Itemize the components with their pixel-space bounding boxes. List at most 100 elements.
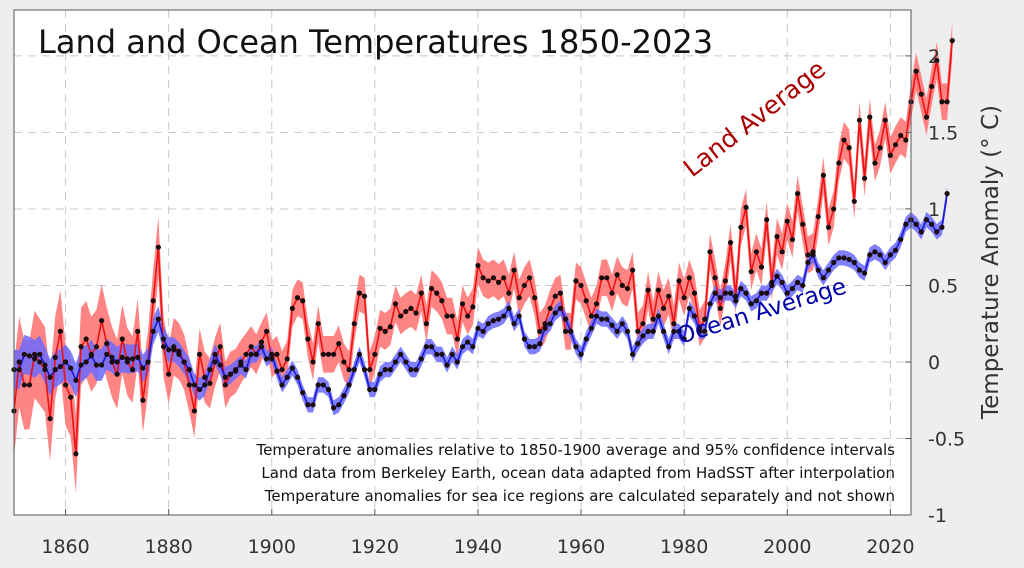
ocean-data-point <box>506 305 512 312</box>
y-tick-label: 0 <box>928 352 940 374</box>
land-data-point <box>753 249 759 255</box>
land-data-point <box>351 321 357 327</box>
land-data-point <box>202 374 208 380</box>
land-data-point <box>748 269 754 275</box>
ocean-data-point <box>212 351 218 357</box>
ocean-data-point <box>609 322 615 328</box>
land-data-point <box>274 351 280 357</box>
land-data-point <box>392 301 399 307</box>
ocean-data-point <box>686 305 692 312</box>
ocean-data-point <box>526 344 533 350</box>
land-data-point <box>831 206 837 212</box>
land-data-point <box>506 290 512 296</box>
ocean-data-point <box>418 356 424 362</box>
ocean-data-point <box>73 377 79 383</box>
land-data-point <box>114 371 120 377</box>
ocean-data-point <box>253 351 259 357</box>
ocean-data-point <box>599 316 605 322</box>
land-data-point <box>949 38 955 44</box>
land-data-point <box>702 316 708 322</box>
ocean-data-point <box>104 351 110 357</box>
ocean-data-point <box>475 325 481 331</box>
land-data-point <box>836 160 842 166</box>
note-line-1: Temperature anomalies relative to 1850-1… <box>256 441 896 459</box>
land-data-point <box>856 117 863 123</box>
ocean-data-point <box>671 328 677 334</box>
ocean-data-point <box>315 382 321 388</box>
land-data-point <box>196 351 203 357</box>
ocean-data-point <box>831 259 837 266</box>
ocean-data-point <box>351 367 357 373</box>
ocean-data-point <box>398 351 404 357</box>
land-data-point <box>21 382 27 388</box>
land-data-point <box>26 382 33 388</box>
ocean-data-point <box>604 316 610 322</box>
ocean-data-point <box>480 328 486 334</box>
land-data-point <box>583 298 589 304</box>
land-data-point <box>944 99 950 105</box>
land-data-point <box>32 351 38 357</box>
ocean-data-point <box>289 365 295 371</box>
ocean-data-point <box>764 290 770 296</box>
ocean-data-point <box>109 354 115 360</box>
ocean-data-point <box>717 295 723 301</box>
ocean-data-point <box>233 367 239 373</box>
ocean-data-point <box>707 301 713 307</box>
x-tick-label: 2000 <box>763 536 811 558</box>
land-data-point <box>490 275 497 281</box>
x-tick-label: 1960 <box>557 536 605 558</box>
land-data-point <box>511 267 517 273</box>
land-data-point <box>470 304 476 310</box>
land-data-point <box>382 328 388 334</box>
land-data-point <box>862 175 868 181</box>
ocean-data-point <box>47 374 53 380</box>
ocean-data-point <box>537 341 543 347</box>
ocean-data-point <box>676 328 682 334</box>
x-tick-label: 1900 <box>248 536 296 558</box>
ocean-data-point <box>367 386 373 393</box>
ocean-data-point <box>68 365 74 371</box>
ocean-data-point <box>356 351 362 357</box>
ocean-data-point <box>160 336 167 342</box>
confidence-bands <box>14 22 953 494</box>
land-data-point <box>913 68 919 74</box>
land-data-point <box>248 344 254 350</box>
ocean-data-point <box>32 356 38 362</box>
ocean-data-point <box>872 249 878 255</box>
ocean-data-point <box>650 328 656 334</box>
land-data-point <box>289 305 295 312</box>
land-data-point <box>150 298 156 304</box>
ocean-data-point <box>227 371 234 377</box>
land-data-point <box>717 305 723 312</box>
ocean-data-point <box>490 318 497 324</box>
land-data-point <box>599 275 605 281</box>
series-markers <box>11 38 955 457</box>
land-data-point <box>779 249 785 255</box>
land-data-point <box>166 371 172 377</box>
ocean-data-point <box>784 290 790 296</box>
land-data-point <box>423 321 430 327</box>
ocean-data-point <box>568 328 574 334</box>
land-data-point <box>495 279 502 285</box>
land-data-point <box>645 287 651 293</box>
ocean-data-point <box>243 367 249 373</box>
chart-title: Land and Ocean Temperatures 1850-2023 <box>38 23 713 61</box>
land-data-point <box>336 341 342 347</box>
ocean-data-point <box>521 336 527 342</box>
ocean-data-point <box>635 341 641 347</box>
ocean-data-point <box>588 325 594 331</box>
land-data-point <box>666 293 672 299</box>
ocean-data-point <box>805 259 811 266</box>
land-data-point <box>851 198 857 204</box>
ocean-data-point <box>820 275 826 281</box>
ocean-data-point <box>454 359 460 365</box>
ocean-data-point <box>449 351 455 357</box>
ocean-data-point <box>140 365 146 371</box>
land-data-point <box>660 305 667 312</box>
land-data-point <box>588 313 594 319</box>
land-data-point <box>62 382 69 388</box>
land-data-point <box>346 367 352 373</box>
ocean-data-point <box>898 236 904 243</box>
ocean-data-point <box>439 351 445 357</box>
land-data-point <box>722 278 729 284</box>
